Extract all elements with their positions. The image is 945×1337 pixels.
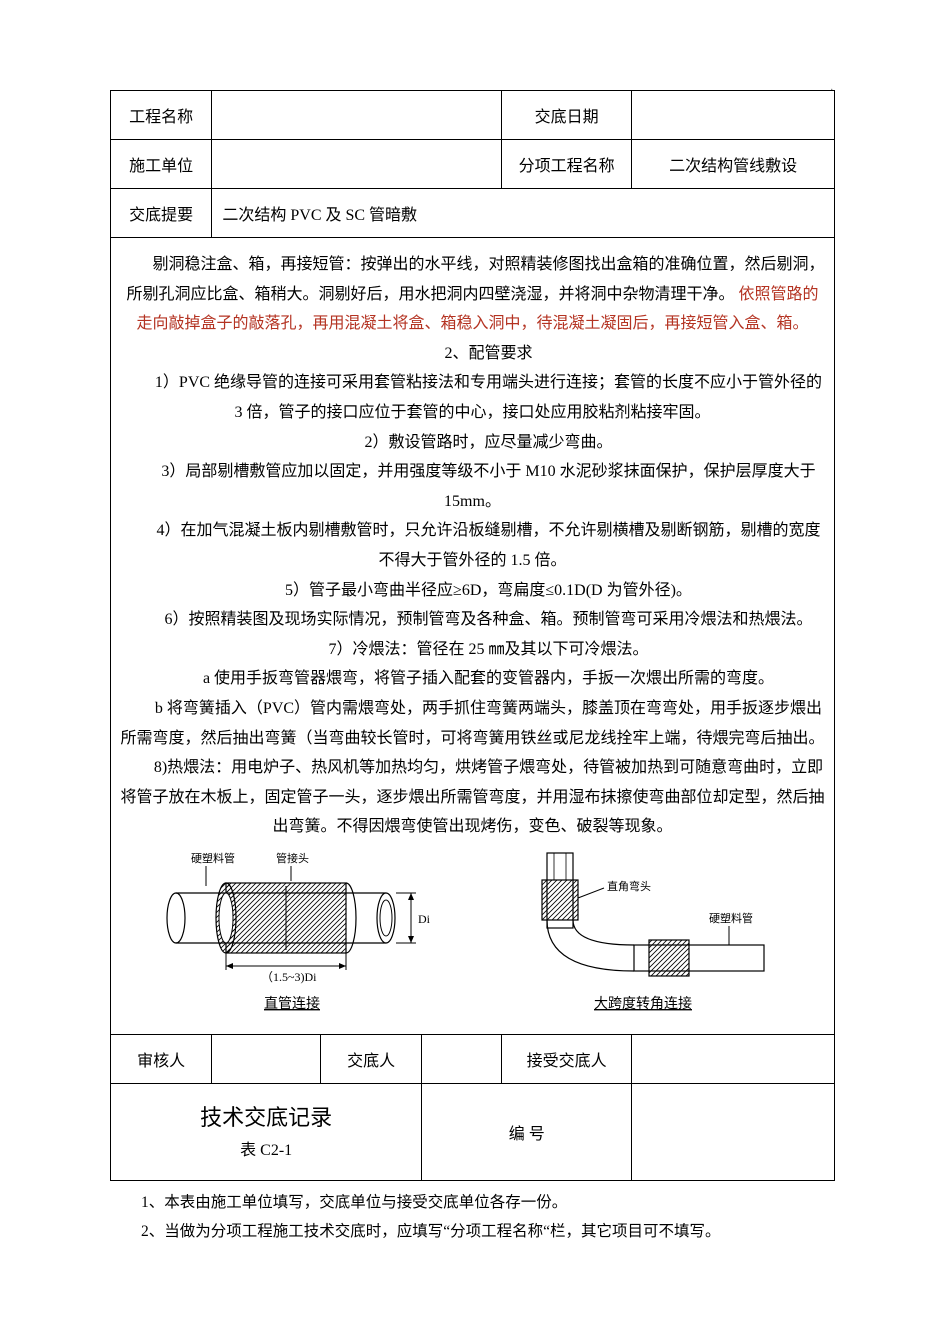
diagram-container: 硬塑料管 管接头	[119, 848, 826, 1018]
label-construction-unit: 施工单位	[111, 140, 212, 189]
header-row-1: 工程名称 交底日期	[111, 91, 835, 140]
para-3: 1）PVC 绝缘导管的连接可采用套管粘接法和专用端头进行连接；套管的长度不应小于…	[119, 368, 826, 427]
diagram-straight-pipe: 硬塑料管 管接头	[146, 848, 446, 1018]
header-row-2: 施工单位 分项工程名称 二次结构管线敷设	[111, 140, 835, 189]
record-title: 技术交底记录	[119, 1098, 413, 1138]
para-9: 7）冷煨法：管径在 25 ㎜及其以下可冷煨法。	[119, 635, 826, 665]
para-4: 2）敷设管路时，应尽量减少弯曲。	[119, 428, 826, 458]
label-disclosure-date: 交底日期	[501, 91, 631, 140]
note-1: 1、本表由施工单位填写，交底单位与接受交底单位各存一份。	[110, 1189, 835, 1218]
value-disclosure-date	[632, 91, 835, 140]
record-title-cell: 技术交底记录 表 C2-1	[111, 1083, 422, 1180]
label-reviewer: 审核人	[111, 1034, 212, 1083]
diag-right-label-pipe: 硬塑料管	[709, 911, 753, 925]
content-body: 剔洞稳注盒、箱，再接短管：按弹出的水平线，对照精装修图找出盒箱的准确位置，然后剔…	[111, 238, 835, 1035]
diag-left-dim-side: Di	[418, 912, 431, 926]
label-number: 编 号	[422, 1083, 632, 1180]
label-discloser: 交底人	[320, 1034, 421, 1083]
value-receiver	[632, 1034, 835, 1083]
diagram-elbow: 直角弯头 硬塑料管 大跨度转角连接	[499, 848, 799, 1018]
diag-left-caption: 直管连接	[264, 995, 320, 1012]
para-2: 2、配管要求	[119, 339, 826, 369]
label-summary: 交底提要	[111, 189, 212, 238]
para-10: a 使用手扳弯管器煨弯，将管子插入配套的变管器内，手扳一次煨出所需的弯度。	[119, 664, 826, 694]
value-project-name	[212, 91, 502, 140]
value-reviewer	[212, 1034, 321, 1083]
para-8: 6）按照精装图及现场实际情况，预制管弯及各种盒、箱。预制管弯可采用冷煨法和热煨法…	[119, 605, 826, 635]
signature-row: 审核人 交底人 接受交底人	[111, 1034, 835, 1083]
label-receiver: 接受交底人	[501, 1034, 631, 1083]
label-sub-project-name: 分项工程名称	[501, 140, 631, 189]
para-5: 3）局部剔槽敷管应加以固定，并用强度等级不小于 M10 水泥砂浆抹面保护，保护层…	[119, 457, 826, 516]
value-number	[632, 1083, 835, 1180]
para-6: 4）在加气混凝土板内剔槽敷管时，只允许沿板缝剔槽，不允许剔横槽及剔断钢筋，剔槽的…	[119, 516, 826, 575]
title-row: 技术交底记录 表 C2-1 编 号	[111, 1083, 835, 1180]
value-construction-unit	[212, 140, 502, 189]
para-12: 8)热煨法：用电炉子、热风机等加热均匀，烘烤管子煨弯处，待管被加热到可随意弯曲时…	[119, 753, 826, 842]
para-1: 剔洞稳注盒、箱，再接短管：按弹出的水平线，对照精装修图找出盒箱的准确位置，然后剔…	[119, 250, 826, 339]
para-7: 5）管子最小弯曲半径应≥6D，弯扁度≤0.1D(D 为管外径)。	[119, 576, 826, 606]
para-1a-text: 剔洞稳注盒、箱，再接短管：按弹出的水平线，对照精装修图找出盒箱的准确位置，然后剔…	[126, 256, 824, 303]
diag-left-label-joint: 管接头	[276, 851, 309, 865]
para-11: b 将弯簧插入（PVC）管内需煨弯处，两手抓住弯簧两端头，膝盖顶在弯弯处，用手扳…	[119, 694, 826, 753]
value-discloser	[422, 1034, 502, 1083]
header-row-3: 交底提要 二次结构 PVC 及 SC 管暗敷	[111, 189, 835, 238]
note-2: 2、当做为分项工程施工技术交底时，应填写“分项工程名称“栏，其它项目可不填写。	[110, 1218, 835, 1247]
value-sub-project-name: 二次结构管线敷设	[632, 140, 835, 189]
disclosure-form: 工程名称 交底日期 施工单位 分项工程名称 二次结构管线敷设 交底提要 二次结构…	[110, 90, 835, 1181]
content-row: 剔洞稳注盒、箱，再接短管：按弹出的水平线，对照精装修图找出盒箱的准确位置，然后剔…	[111, 238, 835, 1035]
diag-right-caption: 大跨度转角连接	[594, 995, 692, 1012]
diag-right-label-elbow: 直角弯头	[607, 879, 651, 893]
label-project-name: 工程名称	[111, 91, 212, 140]
diag-left-dim: （1.5~3)Di	[261, 970, 317, 984]
footer-notes: 1、本表由施工单位填写，交底单位与接受交底单位各存一份。 2、当做为分项工程施工…	[110, 1189, 835, 1246]
value-summary: 二次结构 PVC 及 SC 管暗敷	[212, 189, 835, 238]
record-subtitle: 表 C2-1	[119, 1137, 413, 1166]
diag-left-label-pipe: 硬塑料管	[191, 851, 235, 865]
page-marker: .	[831, 82, 834, 93]
